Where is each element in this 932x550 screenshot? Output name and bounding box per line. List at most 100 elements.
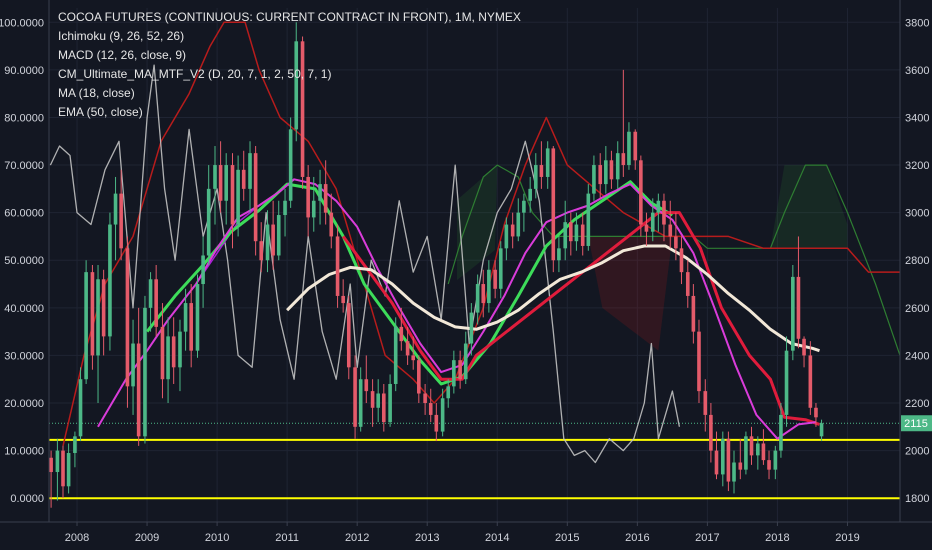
left-axis-tick-label: 100.0000 (0, 17, 44, 29)
left-axis-tick-label: 0.0000 (10, 493, 44, 505)
candle-body (662, 200, 666, 225)
candle-body (90, 272, 95, 356)
candle-body (364, 379, 369, 392)
candle-body (388, 383, 392, 423)
candle-body (259, 241, 264, 261)
indicator-ema50[interactable]: EMA (50, close) (58, 105, 143, 119)
x-axis-tick-label: 2018 (765, 532, 789, 544)
ma18-line (97, 178, 817, 440)
grid (49, 8, 900, 522)
candle-body (779, 414, 783, 451)
indicator-cm-ultimate-ma[interactable]: CM_Ultimate_MA_MTF_V2 (D, 20, 7, 1, 2, 5… (58, 67, 332, 81)
candle-body (463, 343, 468, 380)
candle-body (533, 165, 538, 189)
candle-body (545, 148, 550, 177)
candle-body (469, 312, 474, 344)
candle-body (568, 222, 573, 242)
candle-body (113, 193, 118, 225)
candle-body (446, 386, 451, 399)
candle-body (393, 326, 398, 384)
candle-body (271, 224, 275, 256)
candle-body (668, 224, 673, 237)
candle-body (49, 457, 53, 473)
left-axis-tick-label: 70.0000 (4, 160, 44, 172)
candle-body (814, 407, 818, 418)
right-axis-tick-label: 3400 (905, 112, 929, 124)
candle-body (253, 153, 258, 242)
candle-body (224, 165, 229, 201)
candle-body (458, 360, 462, 380)
candle-body (621, 153, 626, 166)
candle-body (615, 153, 620, 180)
candle-body (55, 450, 60, 473)
candle-body (744, 436, 748, 470)
candle-body (563, 222, 568, 249)
candle-body (131, 343, 135, 387)
candle-body (709, 414, 713, 451)
candle-body (423, 393, 427, 404)
candle-body (341, 295, 345, 304)
candle-body (183, 303, 188, 332)
cloud-red-area (588, 236, 673, 351)
candle-body (353, 367, 357, 427)
candle-body (714, 450, 719, 475)
candle-body (557, 248, 561, 261)
candle-body (405, 341, 410, 356)
candle-body (627, 131, 631, 166)
x-axis-tick-label: 2008 (65, 532, 89, 544)
candle-body (108, 224, 112, 337)
left-axis-tick-label: 40.0000 (4, 303, 44, 315)
candle-body (685, 272, 690, 296)
candle-body (335, 236, 340, 296)
candle-body (346, 303, 351, 368)
candle-body (61, 450, 65, 487)
candle-body (171, 336, 176, 368)
candle-body (522, 200, 526, 213)
candle-body (516, 212, 521, 237)
indicator-macd[interactable]: MACD (12, 26, close, 9) (58, 48, 187, 62)
indicator-ma18[interactable]: MA (18, close) (58, 86, 135, 100)
candle-body (580, 224, 585, 246)
right-axis-tick-label: 1800 (905, 493, 929, 505)
cloud-green-area (770, 165, 848, 249)
candle-body (160, 326, 165, 380)
x-axis-tick-label: 2010 (205, 532, 229, 544)
cm-ma-red-line (341, 211, 820, 426)
candle-body (283, 200, 287, 216)
left-axis-tick-label: 80.0000 (4, 112, 44, 124)
candle-body (411, 355, 416, 361)
right-axis-tick-label: 2400 (905, 350, 929, 362)
candle-body (434, 414, 439, 432)
candle-body (306, 176, 310, 218)
candle-body (358, 379, 363, 427)
candle-body (148, 279, 153, 308)
cloud-green-area (457, 165, 498, 280)
indicator-ichimoku[interactable]: Ichimoku (9, 26, 52, 26) (58, 29, 185, 43)
candle-body (236, 169, 240, 225)
candle-body (644, 224, 649, 232)
candle-body (125, 248, 130, 387)
candle-body (399, 326, 404, 342)
candle-body (428, 403, 433, 415)
right-axis-tick-label: 3000 (905, 208, 929, 220)
candle-body (143, 307, 147, 437)
x-axis-tick-label: 2019 (835, 532, 859, 544)
right-axis-tick-label: 2200 (905, 398, 929, 410)
candle-body (732, 462, 736, 482)
right-axis-tick-label: 2600 (905, 303, 929, 315)
candle-body (218, 165, 223, 201)
x-axis-tick-label: 2009 (135, 532, 159, 544)
left-axis-tick-label: 20.0000 (4, 398, 44, 410)
candle-body (329, 212, 334, 237)
candle-body (452, 360, 456, 387)
x-axis-tick-label: 2017 (695, 532, 719, 544)
candle-body (592, 165, 596, 194)
last-price-tag (901, 415, 932, 432)
candle-body (178, 331, 182, 368)
left-axis-tick-label: 50.0000 (4, 255, 44, 267)
candle-body (767, 460, 771, 470)
candle-body (417, 360, 421, 394)
candle-body (539, 165, 544, 177)
